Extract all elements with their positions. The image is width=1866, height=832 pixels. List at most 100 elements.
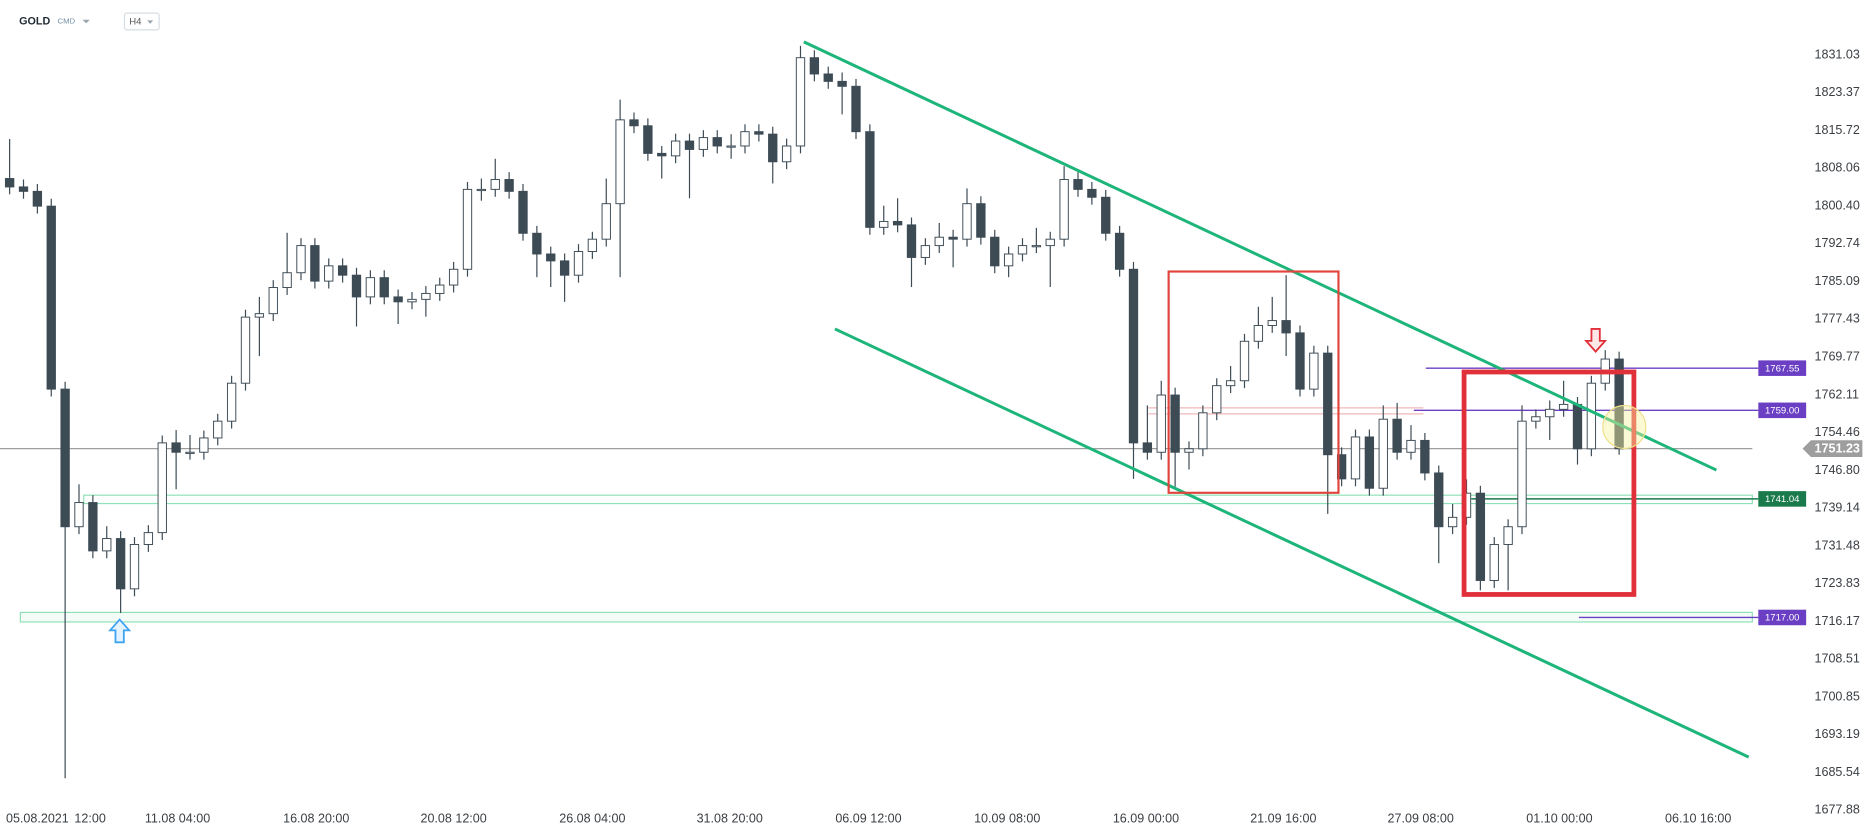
candle-body — [851, 85, 861, 133]
candle-body — [407, 298, 417, 303]
candle-body — [573, 251, 584, 276]
candle-body — [1045, 238, 1055, 247]
candle-body — [1475, 492, 1486, 581]
candle-body — [1128, 268, 1139, 444]
candle-body — [185, 451, 195, 454]
candle-body — [46, 205, 56, 390]
trend-line — [803, 40, 1718, 472]
x-tick-label: 06.10 16:00 — [1665, 812, 1731, 826]
candle-body — [879, 220, 889, 228]
candle-body — [906, 224, 917, 258]
candle-body — [310, 245, 320, 282]
candle-body — [587, 238, 598, 253]
y-tick-label: 1800.40 — [1815, 198, 1860, 212]
candle-body — [199, 437, 209, 453]
x-tick-label: 26.08 04:00 — [559, 812, 625, 826]
candle-body — [129, 543, 140, 590]
x-tick-label: 11.08 04:00 — [145, 812, 210, 826]
y-tick-label: 1723.83 — [1815, 576, 1860, 590]
candle-body — [337, 265, 348, 276]
candle-body — [1017, 245, 1028, 255]
candle-body — [60, 388, 70, 528]
x-tick-label: 20.08 12:00 — [420, 812, 486, 826]
level-tag — [1758, 360, 1807, 376]
candle-body — [18, 186, 29, 192]
candle-body — [254, 313, 265, 318]
candle-body — [143, 532, 154, 545]
candle-body — [1545, 408, 1555, 418]
candle-body — [1184, 448, 1194, 453]
candle-body — [171, 442, 181, 453]
candle-body — [823, 73, 833, 82]
candle-body — [615, 119, 625, 205]
candle-body — [1198, 412, 1208, 450]
candle-body — [1003, 253, 1014, 267]
candle-body — [282, 272, 292, 289]
candle-body — [781, 145, 792, 163]
trend-line — [834, 327, 1750, 759]
candle-body — [892, 220, 903, 226]
dropdown-icon[interactable] — [147, 20, 154, 24]
candle-body — [379, 277, 389, 298]
y-tick-label: 1769.77 — [1815, 350, 1860, 364]
candle-body — [1225, 380, 1236, 387]
candle-body — [837, 80, 847, 87]
candle-body — [726, 145, 736, 148]
candle-body — [948, 236, 958, 240]
candle-body — [1586, 382, 1597, 450]
interval[interactable]: H4 — [129, 17, 142, 28]
level-tag — [1758, 491, 1807, 507]
candle-body — [643, 125, 653, 154]
candle-body — [712, 137, 722, 147]
candle-body — [1447, 516, 1458, 528]
level-label: 1767.55 — [1765, 363, 1800, 374]
level-tag — [1758, 609, 1807, 626]
y-tick-label: 1762.11 — [1815, 387, 1859, 401]
interval-box[interactable] — [123, 12, 160, 31]
candle-body — [1392, 418, 1402, 453]
x-tick-label: 10.09 08:00 — [974, 812, 1040, 826]
candle-body — [629, 119, 639, 127]
highlight-circle — [1602, 404, 1647, 450]
zones — [0, 367, 1759, 623]
level-label: 1759.00 — [1765, 405, 1800, 416]
y-tick-label: 1754.46 — [1815, 425, 1860, 439]
candle-body — [809, 57, 820, 75]
candle-body — [462, 188, 473, 270]
candles — [4, 45, 1624, 779]
candle-body — [240, 316, 251, 384]
x-tick-label: 12:00 — [74, 812, 105, 826]
symbol: GOLD — [19, 15, 50, 27]
market[interactable]: CMD — [57, 17, 75, 26]
level-label: 1741.04 — [1765, 494, 1800, 505]
last-price-tag — [1802, 440, 1863, 458]
drawings — [108, 40, 1750, 759]
candle-body — [768, 133, 778, 163]
candle-body — [518, 190, 528, 234]
x-tick-label: 27.09 08:00 — [1388, 812, 1454, 826]
axes: 1767.55 1759.00 1741.04 1717.00 1831.03 1823.… — [6, 47, 1863, 826]
candle-body — [1212, 385, 1222, 414]
candle-body — [365, 277, 376, 298]
candle-body — [268, 287, 278, 315]
candle-body — [657, 152, 667, 157]
highlight-box — [1167, 270, 1340, 494]
candle-body — [1364, 436, 1375, 489]
candle-body — [698, 137, 709, 150]
y-tick-label: 1831.03 — [1815, 47, 1860, 61]
candle-body — [754, 131, 764, 135]
candle-body — [32, 190, 43, 207]
y-tick-label: 1792.74 — [1815, 236, 1860, 250]
candle-body — [1517, 420, 1527, 528]
candle-body — [1434, 472, 1444, 528]
y-tick-label: 1677.88 — [1815, 803, 1860, 817]
level-tag — [1758, 402, 1807, 419]
dropdown-icon[interactable] — [82, 19, 90, 24]
x-tick-label: 06.09 12:00 — [835, 812, 901, 826]
y-tick-label: 1823.37 — [1815, 85, 1860, 99]
candle-body — [1350, 436, 1361, 480]
candle-body — [670, 140, 681, 157]
y-tick-label: 1716.17 — [1815, 614, 1860, 628]
y-tick-label: 1708.51 — [1815, 652, 1860, 666]
